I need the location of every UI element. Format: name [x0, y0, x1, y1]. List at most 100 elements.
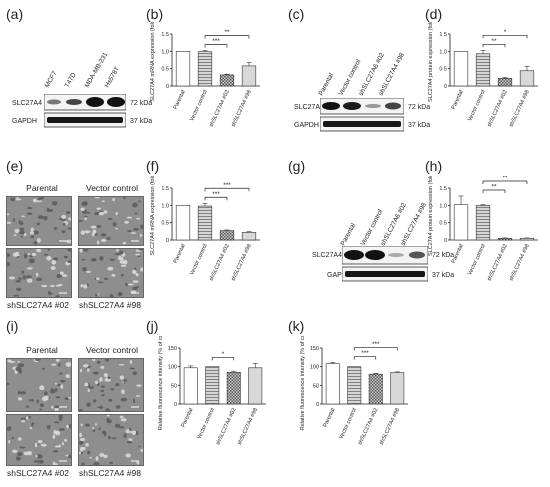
cell	[120, 397, 128, 402]
bar	[197, 205, 213, 241]
cell	[58, 362, 61, 367]
cell	[95, 293, 98, 297]
cell	[68, 454, 71, 459]
cell	[66, 239, 71, 244]
cell	[99, 452, 105, 457]
cell	[103, 454, 108, 458]
cell	[109, 258, 116, 261]
blot-g-row-label: GAPDH	[327, 272, 352, 279]
cell	[129, 360, 133, 364]
cell	[66, 424, 69, 429]
blot-a-lane-label: Hs578T	[104, 66, 121, 89]
micro-e-image	[78, 248, 144, 298]
y-tick-label: 50	[313, 383, 319, 389]
y-tick-label: 0	[166, 84, 169, 90]
cell	[20, 221, 24, 226]
cell	[93, 462, 100, 465]
micro-cells	[7, 197, 71, 245]
cell	[36, 454, 43, 459]
cell	[101, 200, 105, 203]
cell	[138, 445, 141, 448]
cell	[67, 249, 71, 252]
cell	[54, 388, 58, 392]
bar	[347, 366, 362, 405]
panel-label-f: (f)	[146, 158, 160, 174]
cell	[53, 430, 58, 435]
y-tick-label: 1.5	[439, 186, 447, 192]
cell	[112, 197, 115, 202]
cell	[18, 397, 23, 401]
cell	[118, 363, 125, 366]
x-tick-label: Vector control	[189, 243, 209, 276]
y-tick-label: 0	[444, 238, 447, 244]
cell	[87, 450, 90, 455]
micro-e-image	[6, 248, 72, 298]
cell	[135, 273, 139, 277]
micro-cells	[7, 415, 71, 465]
cell	[29, 231, 35, 235]
y-tick-label: 100	[310, 365, 319, 371]
cell	[27, 253, 31, 255]
cell	[13, 294, 20, 297]
bar-chart-j: 0 50 100 150 Relative fluorescence intensity…	[158, 336, 266, 446]
cell	[16, 452, 23, 456]
cell	[94, 277, 97, 280]
cell	[36, 249, 42, 253]
cell	[99, 377, 103, 382]
bar	[241, 232, 257, 241]
cell	[50, 266, 56, 270]
bar-chart-d: 0 0.5 1.0 1.5 SLC27A4 protein expression (fo…	[428, 22, 538, 128]
cell	[52, 463, 59, 465]
bar	[475, 53, 491, 87]
y-tick-label: 0	[174, 402, 177, 408]
cell	[94, 211, 100, 216]
y-tick-label: 1.5	[161, 32, 169, 38]
micro-i-image	[78, 358, 144, 412]
sig-label: ***	[372, 341, 380, 348]
cell	[133, 227, 139, 231]
cell	[103, 210, 108, 214]
x-tick-label: shSLC27A4 #02	[208, 89, 230, 128]
cell	[115, 227, 118, 230]
cell	[39, 403, 44, 407]
cell	[86, 270, 91, 273]
cell	[112, 222, 117, 227]
cell	[100, 233, 107, 237]
cell	[52, 450, 58, 453]
cell	[88, 386, 94, 389]
bar	[325, 363, 340, 405]
cell	[65, 362, 71, 367]
blot-c-kda: 72 kDa	[408, 104, 431, 111]
blot-c-lane-labels: Parental Vector control shSLC27A6 #02 sh…	[318, 52, 407, 97]
sig-label: ***	[223, 182, 231, 189]
x-tick-label: Parental	[451, 89, 465, 110]
cell	[54, 445, 61, 448]
cell	[40, 197, 45, 200]
cell	[26, 212, 33, 215]
cell	[46, 207, 50, 213]
x-tick-label: shSLC27A4 #98	[230, 243, 252, 282]
bar	[475, 205, 491, 241]
cell	[110, 387, 115, 391]
cell	[38, 197, 42, 201]
cell	[31, 422, 35, 425]
cell	[80, 284, 84, 288]
cell	[46, 425, 51, 430]
blot-band	[86, 97, 104, 107]
y-tick-label: 1.5	[161, 186, 169, 192]
cell	[65, 454, 69, 457]
bar	[519, 70, 535, 87]
cell	[107, 218, 113, 220]
cell	[24, 232, 27, 237]
blot-g-membrane	[342, 246, 428, 282]
cell	[132, 269, 137, 275]
cell	[7, 261, 10, 267]
cell	[11, 436, 14, 440]
cell	[28, 258, 35, 264]
cell	[53, 405, 60, 409]
panel-label-e: (e)	[6, 158, 24, 174]
sig-label: **	[491, 38, 497, 45]
cell	[81, 462, 85, 465]
x-tick-label: Parental	[173, 243, 187, 264]
y-tick-label: 0.5	[439, 67, 447, 73]
